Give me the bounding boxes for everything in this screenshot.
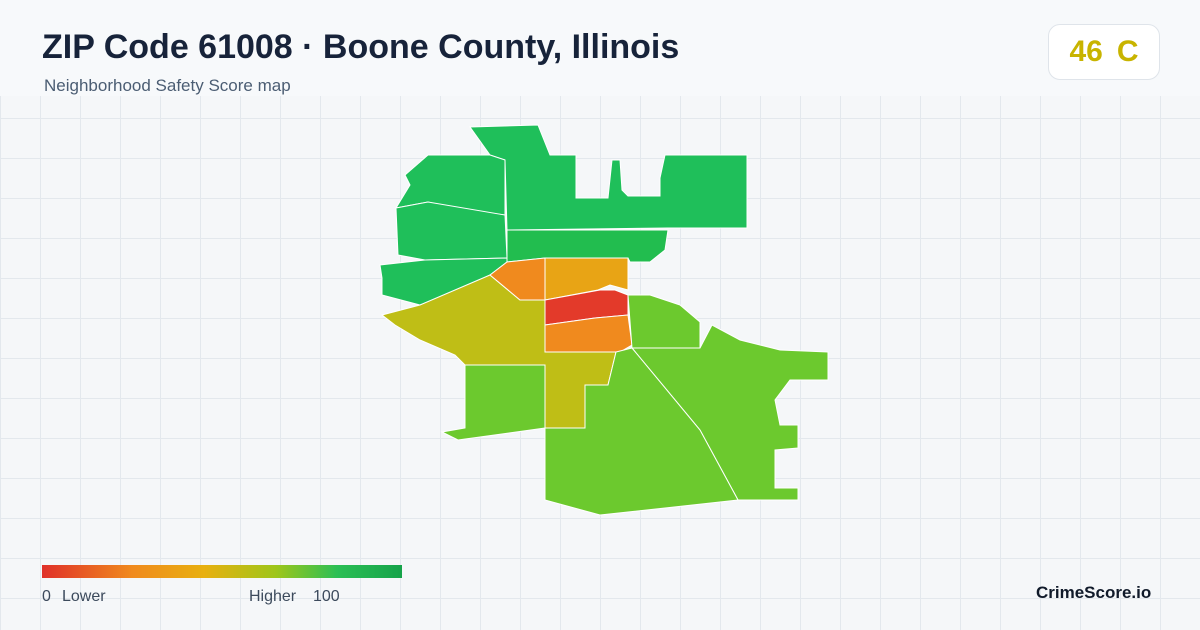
legend-max-label: Higher: [249, 588, 297, 605]
score-badge: 46 C: [1048, 24, 1160, 80]
area: [440, 364, 546, 441]
legend-min-label: Lower: [62, 588, 106, 605]
score-grade: C: [1116, 35, 1139, 68]
score-value: 46: [1069, 35, 1103, 68]
legend-max: 100: [313, 588, 340, 605]
subtitle: Neighborhood Safety Score map: [44, 76, 291, 95]
area: [469, 124, 748, 231]
area: [627, 294, 701, 349]
title: ZIP Code 61008 · Boone County, Illinois: [42, 28, 680, 66]
area: [506, 229, 669, 263]
area: [630, 324, 829, 501]
area: [544, 347, 739, 516]
header: [0, 0, 1200, 96]
brand: CrimeScore.io: [1036, 583, 1152, 602]
legend-min: 0: [42, 588, 51, 605]
legend-gradient: [42, 565, 402, 578]
